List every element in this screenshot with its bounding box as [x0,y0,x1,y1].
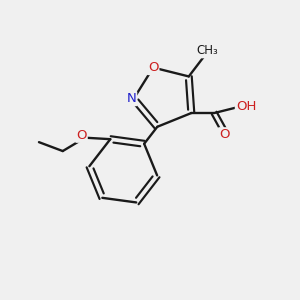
Text: OH: OH [236,100,256,113]
Text: O: O [219,128,230,141]
Text: O: O [76,129,87,142]
Text: O: O [148,61,158,74]
Text: CH₃: CH₃ [196,44,218,57]
Text: N: N [127,92,136,105]
